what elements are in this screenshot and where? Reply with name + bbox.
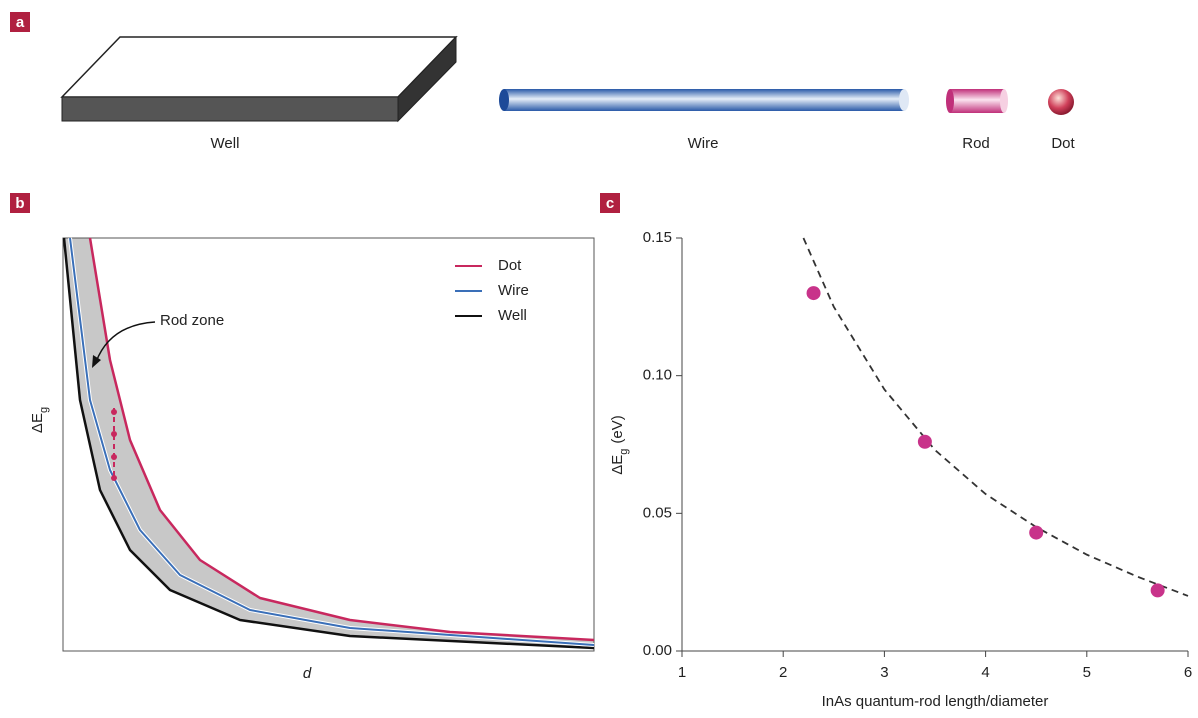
data-point	[1150, 583, 1165, 598]
panel-label: a	[16, 14, 25, 31]
rod-body	[950, 89, 1004, 113]
rod-end	[1000, 89, 1008, 113]
rod-marker	[111, 431, 117, 437]
legend: Dot Wire Well	[455, 257, 529, 324]
legend-label: Dot	[498, 257, 522, 274]
plot-frame	[62, 237, 595, 652]
x-tick-label: 4	[981, 664, 989, 681]
rod-marker	[111, 409, 117, 415]
fit-line	[802, 237, 1189, 597]
x-tick-label: 1	[678, 664, 686, 681]
x-axis-label: d	[303, 665, 312, 682]
dot-sphere	[1048, 89, 1074, 115]
annotation: Rod zone	[160, 312, 224, 329]
y-tick-label: 0.05	[643, 504, 672, 521]
data-point	[1029, 525, 1044, 540]
y-label-main: ΔE	[609, 455, 626, 475]
legend-label: Well	[498, 307, 527, 324]
rod-marker	[111, 475, 117, 481]
data-point	[917, 434, 932, 449]
panel-label: b	[15, 195, 24, 212]
wire-end	[899, 89, 909, 111]
shape-label: Well	[211, 135, 240, 152]
y-axis-label: ΔEg (eV)	[609, 415, 630, 475]
y-label-unit: (eV)	[609, 415, 626, 443]
x-tick-label: 3	[880, 664, 888, 681]
scatter-chart: 0.00 0.05 0.10 0.15 1 2 3 4 5 6 InAs quantum-rod l…	[609, 229, 1192, 710]
y-tick-label: 0.15	[643, 229, 672, 246]
y-label-sub: g	[38, 407, 50, 413]
y-axis-label: ΔEg	[29, 407, 50, 433]
rod-zone-area	[64, 238, 594, 648]
well-front	[61, 96, 399, 122]
x-tick-label: 2	[779, 664, 787, 681]
well-side	[397, 35, 457, 123]
y-label-main: ΔE	[29, 413, 46, 433]
wire-curve-halo	[68, 237, 595, 647]
y-tick-label: 0.00	[643, 642, 672, 659]
x-axis-label: InAs quantum-rod length/diameter	[822, 693, 1049, 710]
panel-label-box	[600, 193, 620, 213]
wire-end	[499, 89, 509, 111]
rod-marker	[111, 454, 117, 460]
well-curve	[62, 237, 595, 650]
panel-label-box	[10, 12, 30, 32]
dot-curve	[88, 237, 595, 642]
wire-body	[504, 89, 904, 111]
x-tick-label: 5	[1083, 664, 1091, 681]
arrow-head	[92, 355, 101, 368]
panel-label: c	[606, 195, 614, 212]
shape-label: Dot	[1051, 135, 1075, 152]
y-tick-label: 0.10	[643, 367, 672, 384]
well-top	[60, 36, 458, 98]
y-label-sub: g	[618, 449, 630, 455]
data-point	[806, 286, 821, 301]
annotation-arrow	[95, 321, 156, 363]
shape-label: Wire	[688, 135, 719, 152]
shape-label: Rod	[962, 135, 990, 152]
legend-label: Wire	[498, 282, 529, 299]
wire-curve	[69, 237, 595, 646]
panel-label-box	[10, 193, 30, 213]
rod-end	[946, 89, 954, 113]
x-tick-label: 6	[1184, 664, 1192, 681]
